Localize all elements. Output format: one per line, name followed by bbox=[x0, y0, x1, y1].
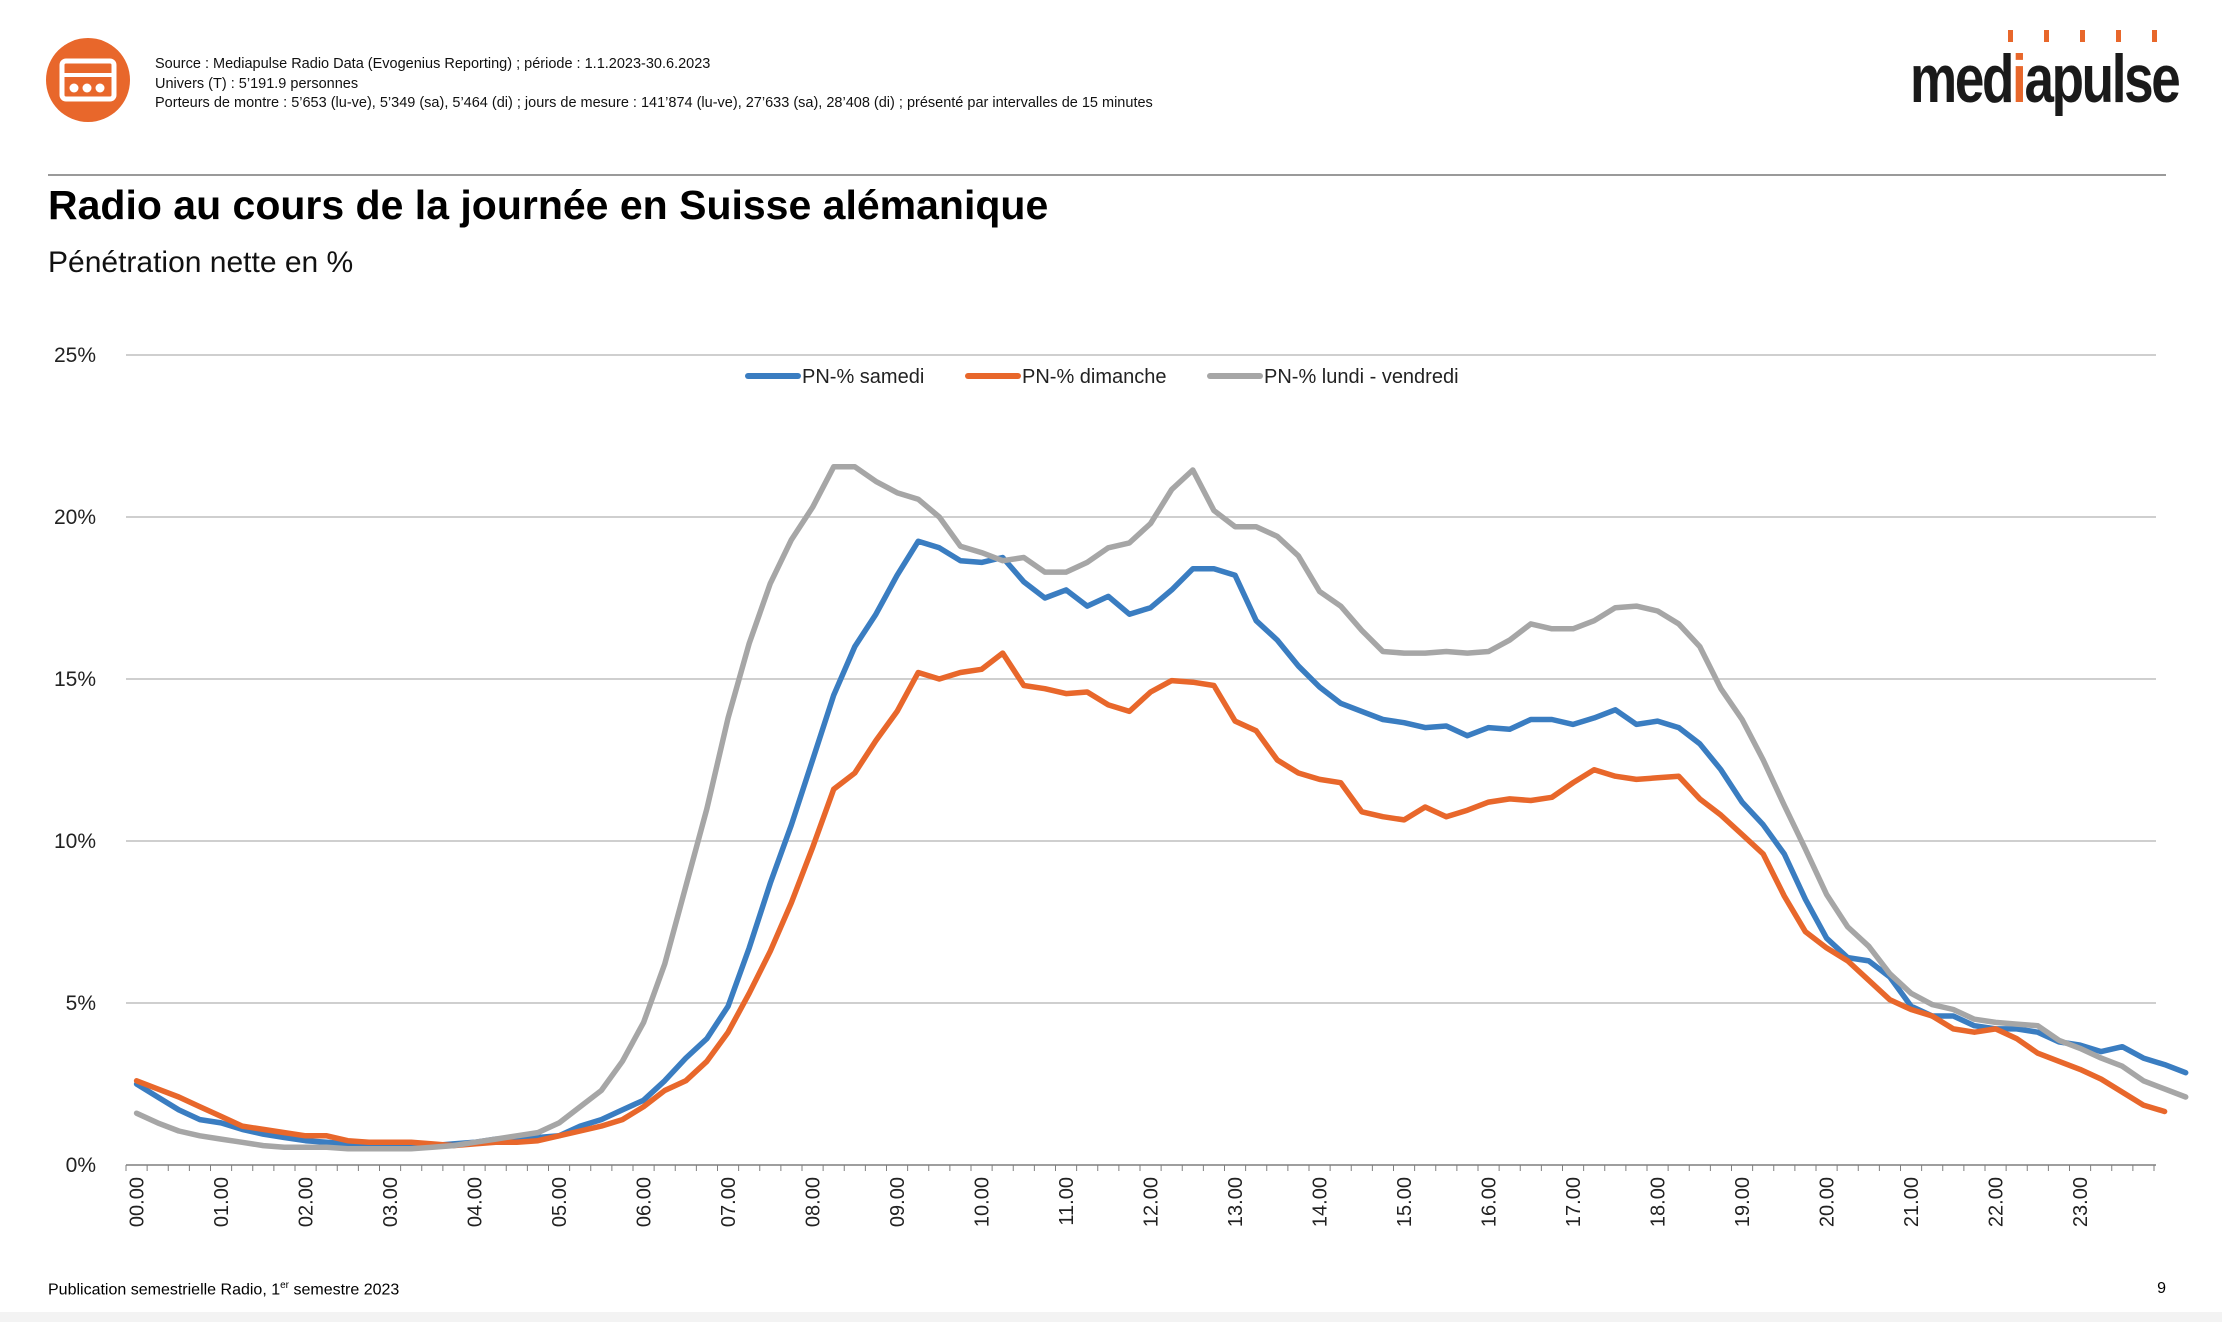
y-tick-label: 15% bbox=[54, 668, 96, 691]
x-tick-label: 18.00 bbox=[1648, 1177, 1670, 1227]
x-tick-label: 10.00 bbox=[972, 1177, 994, 1227]
x-tick-label: 22.00 bbox=[1986, 1177, 2008, 1227]
x-tick-label: 08.00 bbox=[803, 1177, 825, 1227]
x-tick-label: 04.00 bbox=[465, 1177, 487, 1227]
x-tick-label: 23.00 bbox=[2070, 1177, 2092, 1227]
x-tick-label: 02.00 bbox=[296, 1177, 318, 1227]
series-line bbox=[133, 464, 2189, 1152]
x-tick-label: 12.00 bbox=[1141, 1177, 1163, 1227]
series-line bbox=[133, 650, 2168, 1149]
x-tick-label: 00.00 bbox=[127, 1177, 149, 1227]
panel-line: Porteurs de montre : 5’653 (lu-ve), 5’34… bbox=[155, 95, 1153, 111]
legend-label: PN-% lundi - vendredi bbox=[1264, 366, 1459, 388]
line-chart: 0% 5% 10% 15% 20% 25% 00.00 01.00 02.00 03.00 04.0… bbox=[54, 344, 2189, 1227]
page-title: Radio au cours de la journée en Suisse a… bbox=[48, 182, 1049, 228]
x-tick-label: 13.00 bbox=[1225, 1177, 1247, 1227]
x-tick-label: 05.00 bbox=[549, 1177, 571, 1227]
page-subtitle: Pénétration nette en % bbox=[48, 246, 354, 279]
x-tick-label: 03.00 bbox=[380, 1177, 402, 1227]
x-tick-label: 01.00 bbox=[211, 1177, 233, 1227]
x-tick-label: 11.00 bbox=[1056, 1177, 1078, 1226]
x-tick-label: 15.00 bbox=[1394, 1177, 1416, 1227]
source-info: Source : Mediapulse Radio Data (Evogeniu… bbox=[155, 55, 1153, 114]
bottom-band bbox=[0, 1312, 2222, 1322]
y-tick-label: 20% bbox=[54, 506, 96, 529]
universe-line: Univers (T) : 5’191.9 personnes bbox=[155, 75, 359, 92]
y-tick-label: 0% bbox=[66, 1154, 96, 1177]
x-tick-label: 16.00 bbox=[1479, 1177, 1501, 1227]
y-tick-label: 5% bbox=[66, 992, 96, 1015]
x-tick-label: 20.00 bbox=[1817, 1177, 1839, 1227]
radio-icon bbox=[46, 38, 130, 122]
legend-label: PN-% samedi bbox=[802, 366, 924, 388]
header-divider bbox=[48, 174, 2166, 176]
x-tick-label: 19.00 bbox=[1732, 1177, 1754, 1227]
x-tick-label: 06.00 bbox=[634, 1177, 656, 1227]
x-tick-label: 21.00 bbox=[1901, 1177, 1923, 1227]
page-number: 9 bbox=[2157, 1280, 2166, 1297]
legend-label: PN-% dimanche bbox=[1022, 366, 1167, 388]
publication-footer: Publication semestrielle Radio, 1er seme… bbox=[48, 1280, 400, 1299]
x-tick-label: 14.00 bbox=[1310, 1177, 1332, 1227]
x-tick-label: 07.00 bbox=[718, 1177, 740, 1227]
y-tick-label: 25% bbox=[54, 344, 96, 367]
x-tick-label: 17.00 bbox=[1563, 1177, 1585, 1227]
series-line bbox=[133, 538, 2189, 1149]
mediapulse-logo: mediapulse bbox=[1910, 18, 2190, 128]
source-line: Source : Mediapulse Radio Data (Evogeniu… bbox=[155, 56, 711, 72]
y-tick-label: 10% bbox=[54, 830, 96, 853]
x-tick-label: 09.00 bbox=[887, 1177, 909, 1227]
logo-wordmark: mediapulse bbox=[1910, 41, 2181, 117]
